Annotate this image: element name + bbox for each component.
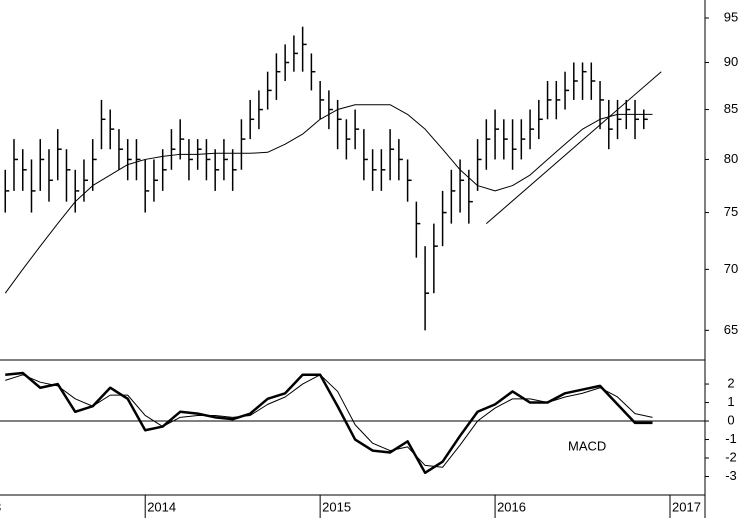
y-tick-label: -1 <box>725 431 737 446</box>
y-tick-label: 65 <box>724 322 738 337</box>
y-tick-label: -3 <box>725 468 737 483</box>
plot-area <box>0 26 705 475</box>
y-tick-label: -2 <box>725 449 737 464</box>
x-tick-label: 2016 <box>497 499 526 514</box>
y-tick-label: 0 <box>727 412 734 427</box>
y-tick-label: 1 <box>727 394 734 409</box>
y-tick-label: 95 <box>724 9 738 24</box>
y-tick-label: 90 <box>724 54 738 69</box>
macd-label: MACD <box>568 438 606 453</box>
axis-panel-cover <box>706 496 752 518</box>
y-tick-label: 70 <box>724 261 738 276</box>
x-tick-label: 2013 <box>0 499 1 514</box>
overlay-line <box>486 71 662 224</box>
y-tick-label: 75 <box>724 204 738 219</box>
x-tick-label: 2014 <box>147 499 176 514</box>
macd-line <box>5 371 653 475</box>
y-tick-label: 85 <box>724 101 738 116</box>
x-tick-label: 2017 <box>672 499 701 514</box>
axis-panel <box>706 0 752 518</box>
macd-line <box>5 374 653 468</box>
y-tick-label: 80 <box>724 151 738 166</box>
axes: 65 70 75 80 85 90 95 -3 -2 -1 0 1 2 2013 2014 2015 2016 2… <box>0 9 738 518</box>
x-tick-label: 2015 <box>322 499 351 514</box>
y-tick-label: 2 <box>727 375 734 390</box>
overlay-line <box>4 104 653 294</box>
